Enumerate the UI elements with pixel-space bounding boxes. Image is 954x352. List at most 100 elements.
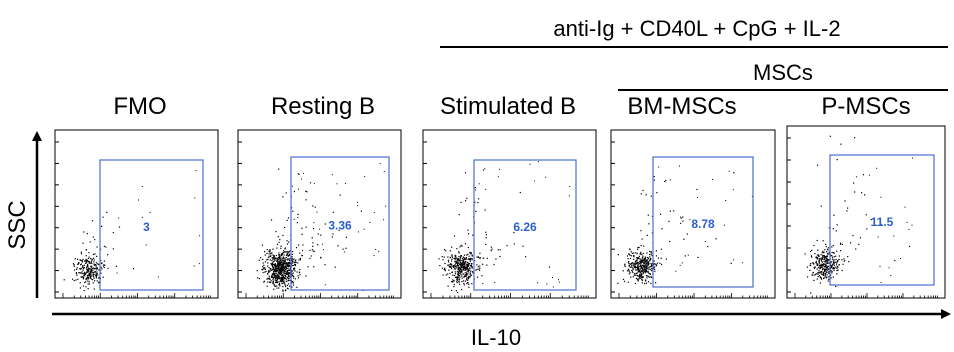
event-dot [282, 290, 284, 292]
event-dot [270, 263, 272, 265]
event-dot [268, 267, 270, 269]
event-dot [486, 264, 488, 266]
event-dot [103, 264, 105, 266]
event-dot [835, 259, 837, 261]
event-dot [707, 245, 709, 248]
event-dot [291, 261, 293, 263]
event-dot [466, 264, 468, 266]
event-dot [460, 244, 462, 246]
event-dot [827, 260, 829, 262]
event-dot [641, 269, 643, 271]
event-dot [264, 261, 266, 263]
event-dot [283, 281, 285, 283]
event-dot [861, 192, 863, 194]
event-dot [94, 253, 96, 255]
event-dot [278, 267, 280, 269]
event-dot [637, 280, 639, 282]
event-dot [631, 263, 633, 265]
event-dot [195, 170, 197, 172]
event-dot [568, 195, 570, 197]
event-dot [314, 206, 316, 208]
event-dot [282, 286, 284, 288]
event-dot [455, 265, 457, 268]
event-dot [649, 273, 651, 275]
event-dot [639, 264, 642, 266]
event-dot [272, 257, 274, 259]
event-dot [286, 262, 288, 265]
event-dot [640, 273, 643, 275]
event-dot [642, 276, 644, 278]
event-dot [297, 275, 299, 277]
event-dot [278, 284, 280, 286]
event-dot [439, 265, 441, 267]
event-dot [88, 268, 90, 270]
event-dot [638, 246, 640, 248]
event-dot [270, 281, 272, 284]
event-dot [272, 276, 274, 278]
event-dot [683, 238, 685, 240]
event-dot [689, 218, 691, 220]
event-dot [826, 262, 828, 264]
event-dot [463, 264, 465, 266]
event-dot [277, 263, 280, 265]
event-dot [641, 267, 643, 269]
event-dot [908, 229, 910, 231]
event-dot [460, 255, 462, 257]
event-dot [466, 270, 468, 272]
event-dot [462, 265, 464, 268]
event-dot [646, 252, 648, 254]
event-dot [88, 252, 90, 254]
event-dot [841, 259, 843, 261]
event-dot [95, 274, 97, 276]
event-dot [456, 280, 458, 282]
event-dot [815, 262, 817, 264]
event-dot [292, 272, 294, 274]
event-dot [462, 273, 464, 275]
event-dot [443, 256, 445, 258]
event-dot [639, 276, 641, 278]
event-dot [639, 272, 641, 274]
event-dot [275, 280, 277, 282]
event-dot [475, 210, 477, 212]
event-dot [92, 282, 94, 284]
event-dot [815, 257, 817, 259]
event-dot [90, 274, 92, 276]
event-dot [462, 258, 464, 261]
event-dot [462, 280, 465, 282]
event-dot [297, 213, 299, 215]
event-dot [89, 276, 91, 278]
event-dot [87, 270, 90, 272]
event-dot [470, 264, 472, 266]
event-dot [470, 251, 472, 254]
event-dot [296, 271, 298, 273]
event-dot [647, 281, 650, 283]
event-dot [635, 277, 637, 279]
event-dot [453, 257, 455, 259]
event-dot [841, 243, 843, 245]
event-dot [98, 269, 100, 271]
event-dot [287, 255, 289, 257]
event-dot [822, 250, 824, 252]
event-dot [82, 285, 84, 287]
event-dot [837, 260, 839, 262]
event-dot [291, 257, 293, 260]
event-dot [293, 269, 295, 271]
event-dot [301, 178, 303, 180]
event-dot [660, 213, 662, 215]
event-dot [289, 265, 291, 267]
event-dot [269, 259, 271, 261]
event-dot [459, 262, 461, 264]
event-dot [569, 186, 571, 187]
event-dot [274, 276, 276, 278]
event-dot [644, 270, 646, 272]
event-dot [817, 273, 819, 275]
event-dot [638, 263, 640, 265]
event-dot [271, 274, 274, 276]
event-dot [383, 219, 385, 221]
event-dot [646, 269, 648, 271]
event-dot [464, 266, 466, 268]
event-dot [280, 257, 282, 259]
event-dot [288, 264, 290, 266]
event-dot [95, 271, 97, 273]
event-dot [686, 233, 688, 235]
